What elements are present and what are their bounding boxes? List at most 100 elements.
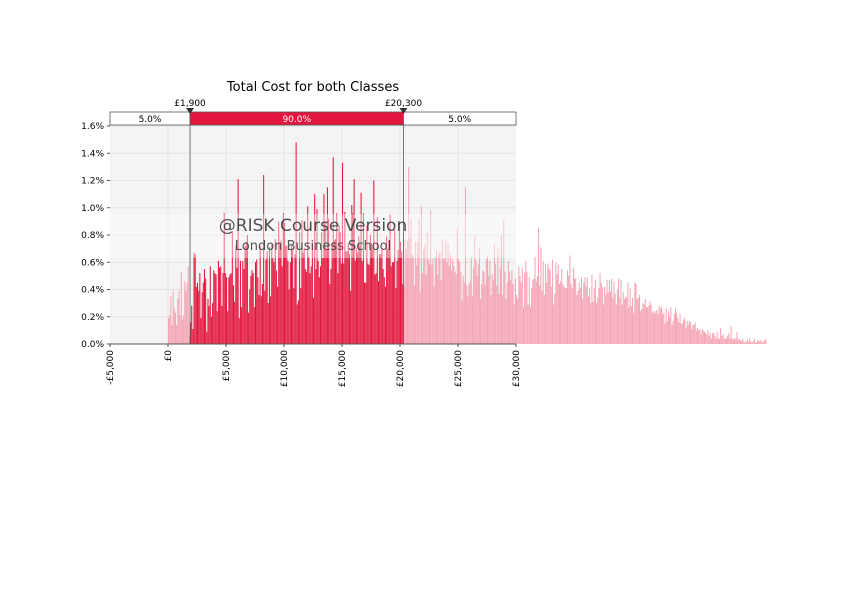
histogram-bar xyxy=(715,338,717,344)
histogram-bar xyxy=(180,271,182,344)
histogram-bar xyxy=(650,304,652,344)
histogram-bar xyxy=(727,335,729,344)
histogram-bar xyxy=(173,308,175,344)
histogram-bar xyxy=(545,263,547,344)
histogram-bar xyxy=(685,327,687,344)
lower-delimiter-label: £1,900 xyxy=(174,99,206,109)
histogram-bar xyxy=(521,267,523,344)
histogram-bar xyxy=(336,213,338,344)
histogram-bar xyxy=(413,285,415,344)
histogram-bar xyxy=(174,312,177,344)
lower-delimiter-marker[interactable] xyxy=(186,108,195,114)
histogram-bar xyxy=(382,269,384,344)
histogram-bar xyxy=(390,266,392,344)
histogram-bar xyxy=(637,297,639,344)
histogram-bar xyxy=(409,237,411,344)
histogram-bar xyxy=(366,225,368,344)
histogram-bar xyxy=(179,315,181,344)
histogram-bar xyxy=(317,260,319,344)
histogram-bar xyxy=(426,232,428,344)
histogram-bar xyxy=(535,281,537,344)
histogram-bar xyxy=(702,330,704,344)
histogram-bar xyxy=(440,279,442,344)
histogram-bar xyxy=(294,254,296,344)
histogram-bar xyxy=(359,244,361,344)
histogram-bar xyxy=(316,209,318,344)
histogram-bar xyxy=(326,187,328,344)
histogram-bar xyxy=(417,241,419,344)
histogram-bar xyxy=(404,239,406,344)
histogram-bar xyxy=(410,218,412,344)
histogram-bar xyxy=(229,274,231,344)
histogram-bar xyxy=(301,220,303,344)
histogram-bar xyxy=(509,271,511,344)
histogram-bar xyxy=(499,267,501,344)
histogram-bar xyxy=(551,259,554,344)
histogram-bar xyxy=(168,318,170,344)
histogram-bar xyxy=(679,314,681,344)
histogram-bar xyxy=(227,311,229,344)
histogram-bar xyxy=(626,297,628,344)
histogram-bar xyxy=(673,314,675,344)
histogram-bar xyxy=(423,249,425,344)
watermark: @RISK Course Version London Business Sch… xyxy=(110,214,516,258)
histogram-bar xyxy=(746,339,748,344)
histogram-bar xyxy=(460,271,462,344)
histogram-bar xyxy=(405,248,407,344)
histogram-bar xyxy=(394,229,396,344)
histogram-bar xyxy=(377,281,380,344)
histogram-bar xyxy=(694,322,696,344)
histogram-bar xyxy=(680,323,682,344)
histogram-bar xyxy=(425,274,427,344)
histogram-bar xyxy=(335,239,337,344)
histogram-bar xyxy=(342,162,344,344)
histogram-bar xyxy=(743,341,745,344)
upper-delimiter-marker[interactable] xyxy=(399,108,408,114)
histogram-bar xyxy=(468,284,470,344)
histogram-bar xyxy=(184,281,186,344)
histogram-bar xyxy=(306,271,308,344)
histogram-bar xyxy=(350,290,352,344)
histogram-bar xyxy=(371,243,373,344)
y-tick-label: 0.0% xyxy=(81,340,104,350)
histogram-bar xyxy=(638,294,641,344)
histogram-bar xyxy=(490,294,492,344)
histogram-bar xyxy=(598,288,600,344)
histogram-bar xyxy=(665,308,667,344)
histogram-bar xyxy=(731,338,733,344)
histogram-bar xyxy=(686,320,688,344)
histogram-bar xyxy=(724,338,726,344)
histogram-bar xyxy=(308,256,310,344)
histogram-bar xyxy=(725,338,728,344)
histogram-bar xyxy=(324,222,326,344)
histogram-bar xyxy=(699,329,701,344)
histogram-bar xyxy=(286,245,288,344)
histogram-bar xyxy=(328,218,330,344)
histogram-bar xyxy=(553,304,555,344)
histogram-bar xyxy=(732,339,734,344)
histogram-bar xyxy=(507,260,509,344)
histogram-bar xyxy=(285,245,287,344)
histogram-bar xyxy=(599,273,601,344)
histogram-bar xyxy=(753,338,755,344)
histogram-bar xyxy=(340,263,342,344)
histogram-bar xyxy=(273,262,275,344)
histogram-bar xyxy=(496,285,498,344)
probability-band: 5.0% 90.0% 5.0% £1,900 £20,300 xyxy=(109,99,517,126)
histogram-bar xyxy=(357,252,359,344)
histogram-bar xyxy=(590,303,592,344)
histogram-bar xyxy=(411,254,413,344)
histogram-bar xyxy=(609,292,612,344)
histogram-bar xyxy=(600,282,602,344)
histogram-bar xyxy=(310,266,312,344)
histogram-bar xyxy=(216,311,218,344)
histogram-bar xyxy=(250,275,252,344)
histogram-bar xyxy=(764,339,766,344)
histogram-bar xyxy=(255,262,257,344)
y-tick-label: 0.8% xyxy=(81,231,104,241)
histogram-bar xyxy=(300,288,302,344)
histogram-bar xyxy=(587,296,589,344)
histogram-bar xyxy=(207,299,209,344)
histogram-bar xyxy=(664,323,666,344)
histogram-bar xyxy=(619,297,621,344)
